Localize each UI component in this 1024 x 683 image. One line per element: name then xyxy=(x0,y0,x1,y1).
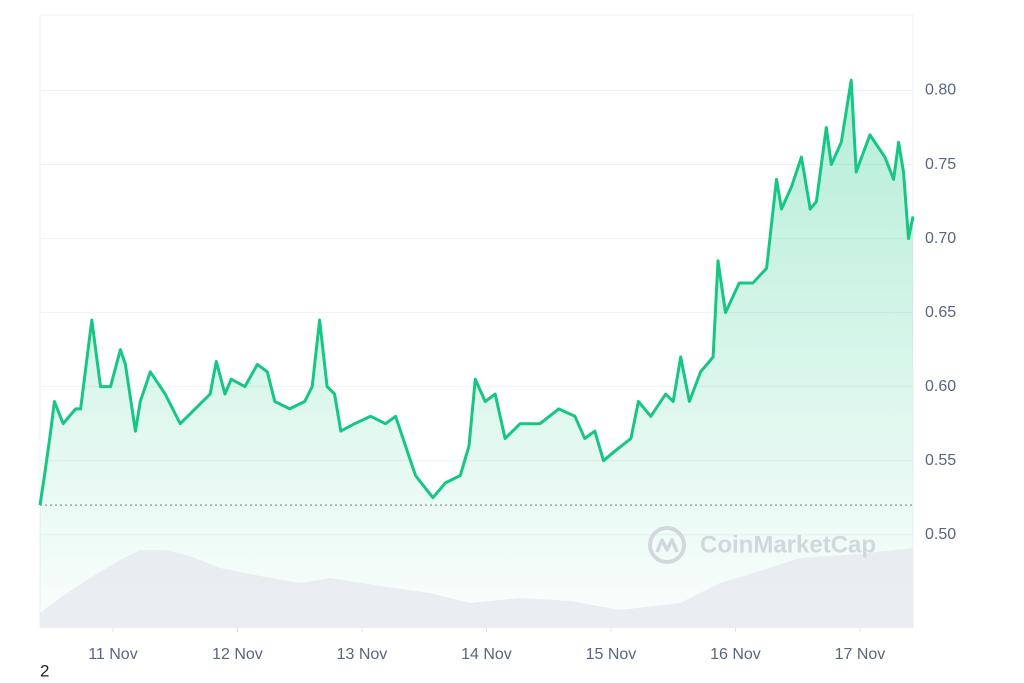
plot xyxy=(38,78,915,629)
x-tick-label: 16 Nov xyxy=(710,646,761,663)
axes: 0.50 0.55 0.60 0.65 0.70 0.75 0.80 11 Nov 12 Nov… xyxy=(88,82,956,664)
volume-area xyxy=(40,548,913,628)
watermark-logo xyxy=(655,538,679,553)
y-tick-label: 0.70 xyxy=(925,230,956,247)
x-tick-label: 12 Nov xyxy=(212,646,263,663)
watermark-text: CoinMarketCap xyxy=(700,531,876,558)
x-tick-label: 13 Nov xyxy=(337,646,388,663)
y-tick-label: 0.80 xyxy=(925,82,956,99)
y-tick-label: 0.60 xyxy=(925,378,956,395)
x-tick-label: 15 Nov xyxy=(586,646,637,663)
x-tick-label: 14 Nov xyxy=(461,646,512,663)
y-tick-label: 0.55 xyxy=(925,452,956,469)
y-tick-label: 0.75 xyxy=(925,156,956,173)
watermark-logo xyxy=(648,526,686,564)
watermark: CoinMarketCap xyxy=(648,526,876,564)
y-tick-label: 0.50 xyxy=(925,526,956,543)
price-line xyxy=(38,78,915,506)
x-tick-label: 17 Nov xyxy=(835,646,886,663)
page-number: 2 xyxy=(40,661,49,680)
y-tick-label: 0.65 xyxy=(925,304,956,321)
x-tick-label: 11 Nov xyxy=(88,646,138,663)
price-area xyxy=(40,80,913,629)
